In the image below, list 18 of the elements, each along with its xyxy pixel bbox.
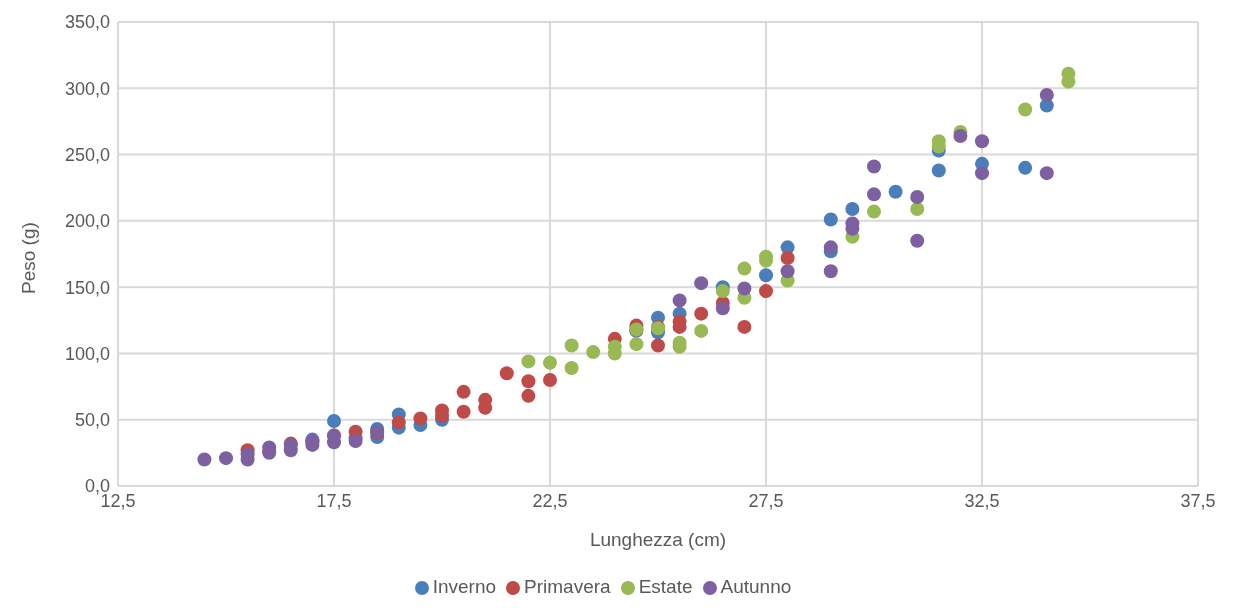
y-tick-label: 300,0 — [64, 78, 110, 99]
x-tick-label: 17,5 — [316, 490, 352, 511]
y-tick-label: 200,0 — [64, 211, 110, 232]
x-tick-label: 32,5 — [964, 490, 1000, 511]
x-axis-title: Lunghezza (cm) — [589, 529, 727, 550]
x-tick-label: 22,5 — [532, 490, 568, 511]
y-tick-label: 100,0 — [64, 343, 110, 364]
y-tick-label: 150,0 — [64, 277, 110, 298]
legend-label: Inverno — [432, 576, 497, 597]
legend-label: Estate — [638, 576, 693, 597]
x-tick-label: 27,5 — [748, 490, 784, 511]
y-tick-label: 250,0 — [64, 144, 110, 165]
x-tick-label: 37,5 — [1180, 490, 1216, 511]
y-tick-label: 50,0 — [74, 410, 110, 431]
legend-label: Autunno — [720, 576, 792, 597]
legend-label: Primavera — [524, 576, 611, 597]
y-axis-title: Peso (g) — [17, 222, 39, 294]
y-tick-label: 350,0 — [64, 12, 110, 33]
